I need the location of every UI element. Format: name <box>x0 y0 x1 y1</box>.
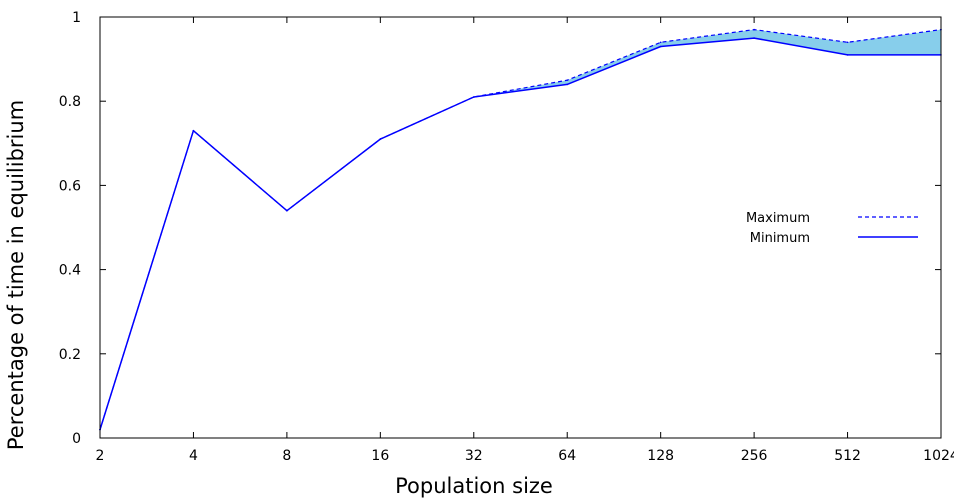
x-tick-label: 2 <box>96 448 105 464</box>
data-point-minimum-32 <box>473 96 475 98</box>
x-tick-label: 64 <box>558 448 576 464</box>
y-axis-title: Percentage of time in equilibrium <box>4 100 28 450</box>
data-point-minimum-8 <box>286 209 288 212</box>
y-tick-label: 0.8 <box>59 94 81 110</box>
data-point-maximum-64 <box>566 79 568 81</box>
x-tick-label: 32 <box>465 448 483 464</box>
legend-label-maximum: Maximum <box>746 211 810 226</box>
legend-label-minimum: Minimum <box>750 231 810 246</box>
y-tick-label: 0.6 <box>59 178 81 194</box>
y-tick-label: 0.2 <box>59 347 81 363</box>
x-tick-label: 8 <box>282 448 291 464</box>
legend: Maximum Minimum <box>746 211 918 246</box>
x-tick-label: 1024 <box>923 448 954 464</box>
data-point-minimum-64 <box>566 83 568 86</box>
data-point-minimum-512 <box>846 54 849 56</box>
data-point-maximum-512 <box>846 41 849 44</box>
x-tick-label: 4 <box>189 448 198 464</box>
tick-layer <box>99 16 942 439</box>
series-line-minimum <box>99 37 941 430</box>
y-tick-label: 0 <box>72 431 81 447</box>
y-tick-label: 1 <box>72 10 81 26</box>
data-point-minimum-128 <box>659 45 662 48</box>
series-layer <box>99 28 942 431</box>
plot-frame <box>99 16 942 439</box>
data-point-minimum-16 <box>379 138 382 140</box>
x-tick-label: 256 <box>741 448 768 464</box>
x-axis-title: Population size <box>395 474 553 498</box>
y-tick-label: 0.4 <box>59 263 81 279</box>
data-point-minimum-256 <box>753 37 755 39</box>
x-tick-label: 16 <box>371 448 389 464</box>
x-tick-label: 512 <box>834 448 861 464</box>
data-point-maximum-256 <box>753 28 755 31</box>
data-point-maximum-128 <box>659 41 662 44</box>
data-point-minimum-4 <box>192 129 195 132</box>
x-tick-label: 128 <box>647 448 674 464</box>
tick-label-layer: 2 4 8 16 32 64 128 256 512 1024 0 0.2 0.4 0.6 0.8 1 <box>59 10 954 464</box>
